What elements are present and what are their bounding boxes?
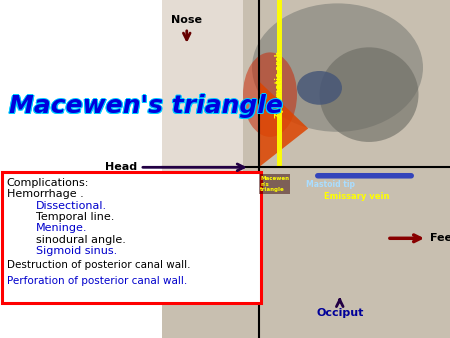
Text: Macewen's triangle: Macewen's triangle [8, 94, 282, 118]
Text: Macewen's triangle: Macewen's triangle [10, 95, 284, 119]
Text: Macewen
n's
triangle: Macewen n's triangle [260, 176, 289, 192]
Bar [162, 0, 243, 220]
Text: Temporal line.: Temporal line. [36, 212, 114, 222]
Text: Destruction of posterior canal wall.: Destruction of posterior canal wall. [7, 260, 190, 270]
Text: Complications:: Complications: [7, 177, 89, 188]
Text: Head: Head [105, 162, 244, 172]
Text: Dissectional.: Dissectional. [36, 201, 107, 211]
Text: Emissary vein: Emissary vein [324, 192, 390, 200]
Text: Hemorrhage .: Hemorrhage . [7, 189, 84, 199]
Ellipse shape [252, 3, 423, 132]
Ellipse shape [320, 47, 419, 142]
Ellipse shape [243, 52, 297, 137]
Text: Macewen's triangle: Macewen's triangle [9, 94, 283, 119]
Bar [162, 0, 450, 338]
Text: Macewen's triangle: Macewen's triangle [9, 93, 283, 118]
Text: Macewen's triangle: Macewen's triangle [10, 94, 284, 119]
Polygon shape [259, 81, 308, 167]
Text: sinodural angle.: sinodural angle. [36, 235, 126, 245]
Text: Macewen's triangle: Macewen's triangle [10, 94, 284, 118]
Text: Feet: Feet [390, 233, 450, 243]
Text: Nose: Nose [171, 15, 202, 40]
Text: Occiput: Occiput [316, 300, 364, 318]
FancyBboxPatch shape [2, 172, 261, 303]
Text: Zygomatic arch: Zygomatic arch [275, 51, 284, 118]
Text: Perforation of posterior canal wall.: Perforation of posterior canal wall. [7, 275, 187, 286]
Text: Sigmoid sinus.: Sigmoid sinus. [36, 246, 117, 256]
Text: Macewen's triangle: Macewen's triangle [9, 95, 283, 120]
Ellipse shape [297, 71, 342, 105]
Bar [277, 0, 282, 167]
Text: Meninge.: Meninge. [36, 223, 87, 234]
Text: Mastoid tip: Mastoid tip [306, 180, 355, 189]
Text: Macewen's triangle: Macewen's triangle [8, 95, 282, 119]
Text: Macewen's triangle: Macewen's triangle [8, 94, 282, 119]
